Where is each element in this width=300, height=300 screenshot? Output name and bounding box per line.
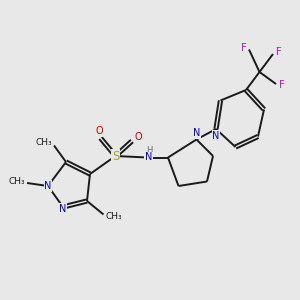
Text: O: O [135, 131, 142, 142]
Text: CH₃: CH₃ [105, 212, 122, 221]
Text: H: H [146, 146, 153, 155]
Text: N: N [59, 203, 67, 214]
Text: O: O [95, 126, 103, 136]
Text: CH₃: CH₃ [36, 138, 52, 147]
Text: N: N [193, 128, 200, 138]
Text: N: N [44, 181, 52, 191]
Text: F: F [279, 80, 285, 91]
Text: N: N [212, 131, 220, 141]
Text: N: N [145, 152, 152, 163]
Text: CH₃: CH₃ [9, 177, 26, 186]
Text: S: S [112, 149, 119, 163]
Text: F: F [241, 43, 246, 53]
Text: F: F [276, 46, 281, 57]
